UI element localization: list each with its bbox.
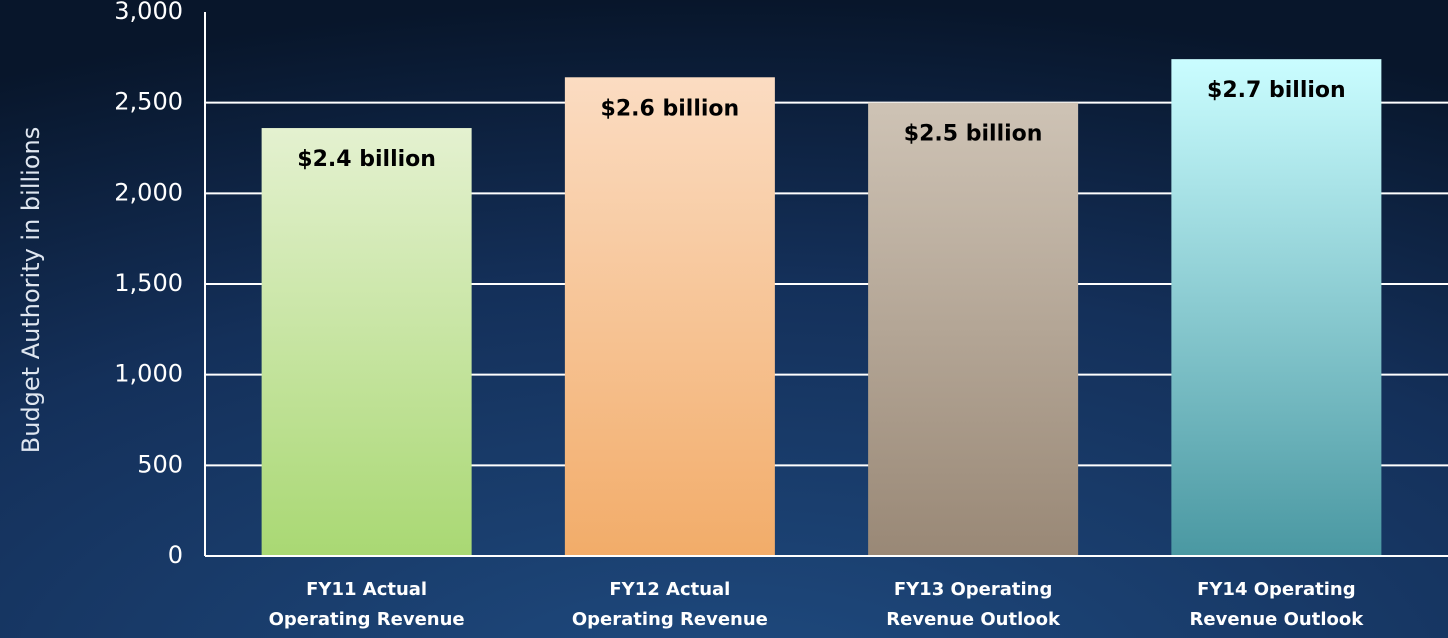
bar — [1171, 59, 1382, 556]
x-tick-label: Revenue Outlook — [1190, 609, 1365, 630]
y-tick-label: 0 — [168, 541, 183, 569]
y-tick-label: 1,500 — [114, 269, 183, 297]
bar — [261, 128, 472, 556]
value-label: $2.6 billion — [601, 96, 740, 121]
x-tick-label: FY11 Actual — [306, 579, 427, 600]
value-label: $2.7 billion — [1207, 78, 1346, 103]
y-tick-label: 500 — [137, 450, 183, 478]
x-tick-label: Operating Revenue — [269, 609, 465, 630]
value-label: $2.5 billion — [904, 122, 1043, 147]
x-tick-label: FY12 Actual — [609, 579, 730, 600]
x-tick-label: FY13 Operating — [894, 579, 1053, 600]
y-tick-label: 2,000 — [114, 178, 183, 206]
x-tick-label: FY14 Operating — [1197, 579, 1356, 600]
y-axis-title: Budget Authority in billions — [17, 127, 45, 453]
x-tick-label: Operating Revenue — [572, 609, 768, 630]
bar — [564, 77, 775, 556]
y-tick-label: 2,500 — [114, 88, 183, 116]
y-tick-label: 3,000 — [114, 0, 183, 25]
value-label: $2.4 billion — [297, 147, 436, 172]
y-tick-label: 1,000 — [114, 360, 183, 388]
bar — [868, 102, 1079, 557]
x-tick-label: Revenue Outlook — [886, 609, 1061, 630]
